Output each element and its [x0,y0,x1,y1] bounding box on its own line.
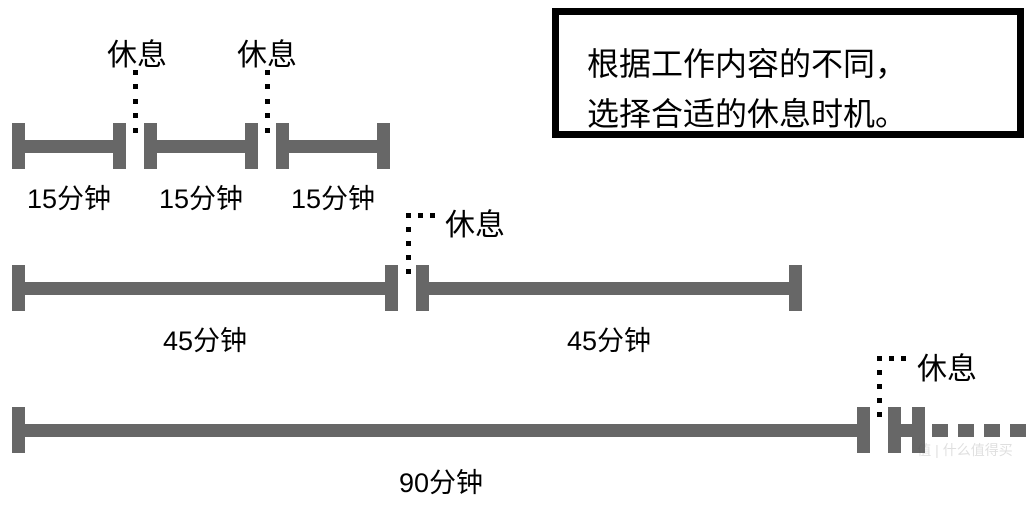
row1-dot-0-1 [133,84,138,89]
row1-dot-1-4 [265,128,270,133]
row2-label-0: 45分钟 [145,319,265,358]
row1-dot-1-3 [265,113,270,118]
row3-dash-2 [984,424,1000,437]
row3-dot-0 [877,356,882,361]
row1-bar-0 [12,140,126,153]
row3-label-0: 90分钟 [381,461,501,500]
watermark: 值 | 什么值得买 [910,440,1020,460]
info-box-line1: 根据工作内容的不同， [587,39,1017,89]
row2-rest-label: 休息 [445,200,505,244]
row3-dot-4 [877,412,882,417]
row3-dot-1 [877,370,882,375]
row3-bar-0 [12,424,870,437]
row3-dot-5 [889,356,894,361]
row1-bar-2 [276,140,390,153]
row1-dot-0-3 [133,113,138,118]
row3-bar-1 [888,424,925,437]
info-box-line2: 选择合适的休息时机。 [587,89,1017,139]
row2-dot-1 [406,227,411,232]
row3-dash-3 [1010,424,1026,437]
row2-label-1: 45分钟 [549,319,669,358]
row3-dot-6 [901,356,906,361]
row2-bar-1 [416,282,802,295]
row1-label-2: 15分钟 [273,177,393,216]
info-box: 根据工作内容的不同，选择合适的休息时机。 [552,8,1024,138]
row2-dot-2 [406,241,411,246]
row1-dot-1-1 [265,84,270,89]
row2-dot-4 [406,269,411,274]
row1-dot-0-0 [133,70,138,75]
row1-dot-0-2 [133,99,138,104]
row3-dot-2 [877,384,882,389]
row3-dot-3 [877,398,882,403]
row1-label-1: 15分钟 [141,177,261,216]
row1-dot-1-0 [265,70,270,75]
row1-label-0: 15分钟 [9,177,129,216]
row2-dot-3 [406,255,411,260]
row1-rest-label-0: 休息 [107,30,167,74]
row2-dot-6 [430,213,435,218]
row2-dot-0 [406,213,411,218]
row1-dot-0-4 [133,128,138,133]
row2-bar-0 [12,282,398,295]
row1-bar-1 [144,140,258,153]
row3-dash-1 [958,424,974,437]
row1-dot-1-2 [265,99,270,104]
row3-dash-0 [932,424,948,437]
row1-rest-label-1: 休息 [237,30,297,74]
row2-dot-5 [418,213,423,218]
row3-rest-label: 休息 [917,344,977,388]
